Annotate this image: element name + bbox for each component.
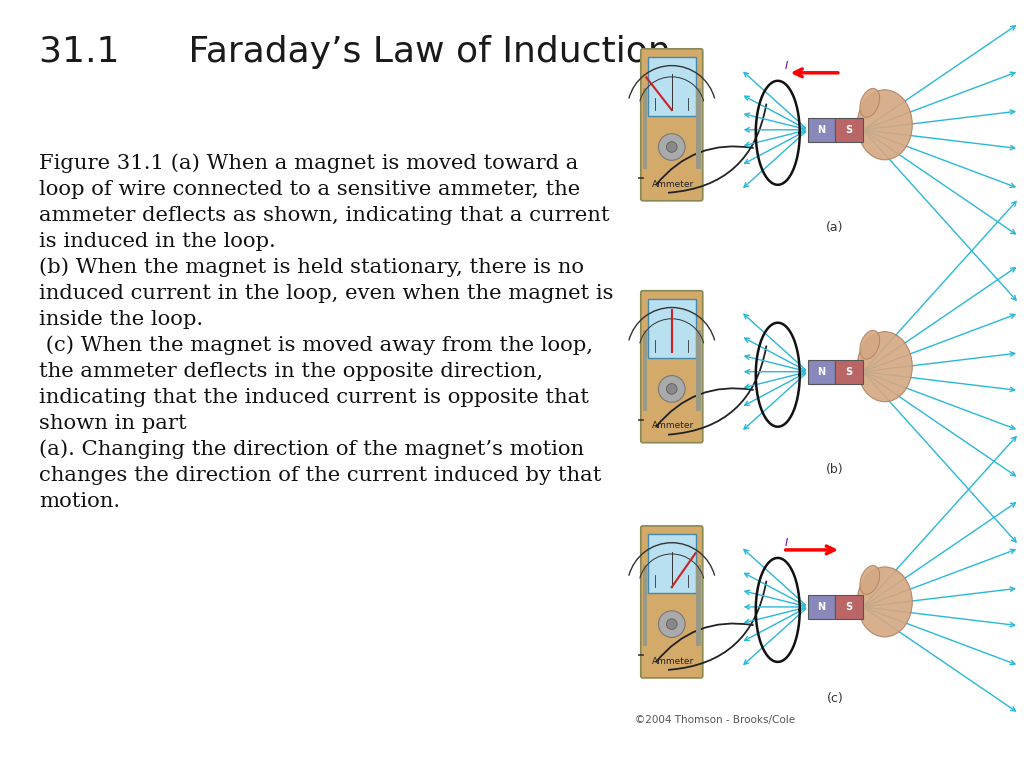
Text: N: N (817, 125, 825, 135)
Ellipse shape (857, 90, 912, 160)
Text: I: I (785, 538, 788, 548)
Text: S: S (846, 602, 853, 612)
Ellipse shape (857, 332, 912, 402)
Bar (643, 329, 647, 411)
Circle shape (658, 611, 685, 637)
Circle shape (667, 383, 677, 394)
Text: Figure 31.1 (a) When a magnet is moved toward a
loop of wire connected to a sens: Figure 31.1 (a) When a magnet is moved t… (39, 154, 613, 511)
Bar (808, 359, 836, 384)
Bar (808, 118, 836, 142)
Text: ©2004 Thomson - Brooks/Cole: ©2004 Thomson - Brooks/Cole (635, 715, 795, 725)
Bar (643, 88, 647, 169)
Text: Ammeter: Ammeter (651, 180, 693, 188)
Text: Ammeter: Ammeter (651, 657, 693, 666)
Circle shape (658, 134, 685, 161)
Bar (643, 565, 647, 647)
Circle shape (658, 376, 685, 402)
Text: 31.1      Faraday’s Law of Induction: 31.1 Faraday’s Law of Induction (39, 35, 671, 68)
Circle shape (667, 141, 677, 152)
Ellipse shape (860, 565, 880, 594)
Circle shape (667, 619, 677, 630)
Text: N: N (817, 367, 825, 377)
Ellipse shape (857, 567, 912, 637)
Bar (836, 359, 863, 384)
Bar (808, 595, 836, 619)
Bar (696, 565, 700, 647)
Bar (836, 118, 863, 142)
Bar (696, 329, 700, 411)
FancyBboxPatch shape (641, 49, 702, 200)
Text: (b): (b) (826, 463, 844, 476)
Ellipse shape (860, 88, 880, 118)
Text: (c): (c) (826, 692, 843, 705)
Bar (696, 88, 700, 169)
Bar (648, 534, 695, 593)
Bar (648, 57, 695, 116)
Bar (648, 299, 695, 358)
Text: (a): (a) (826, 221, 844, 234)
Text: N: N (817, 602, 825, 612)
Text: Ammeter: Ammeter (651, 422, 693, 430)
FancyBboxPatch shape (641, 291, 702, 442)
Text: S: S (846, 367, 853, 377)
Text: I: I (785, 61, 788, 71)
Bar (836, 595, 863, 619)
Ellipse shape (860, 330, 880, 359)
FancyBboxPatch shape (641, 526, 702, 678)
Text: S: S (846, 125, 853, 135)
